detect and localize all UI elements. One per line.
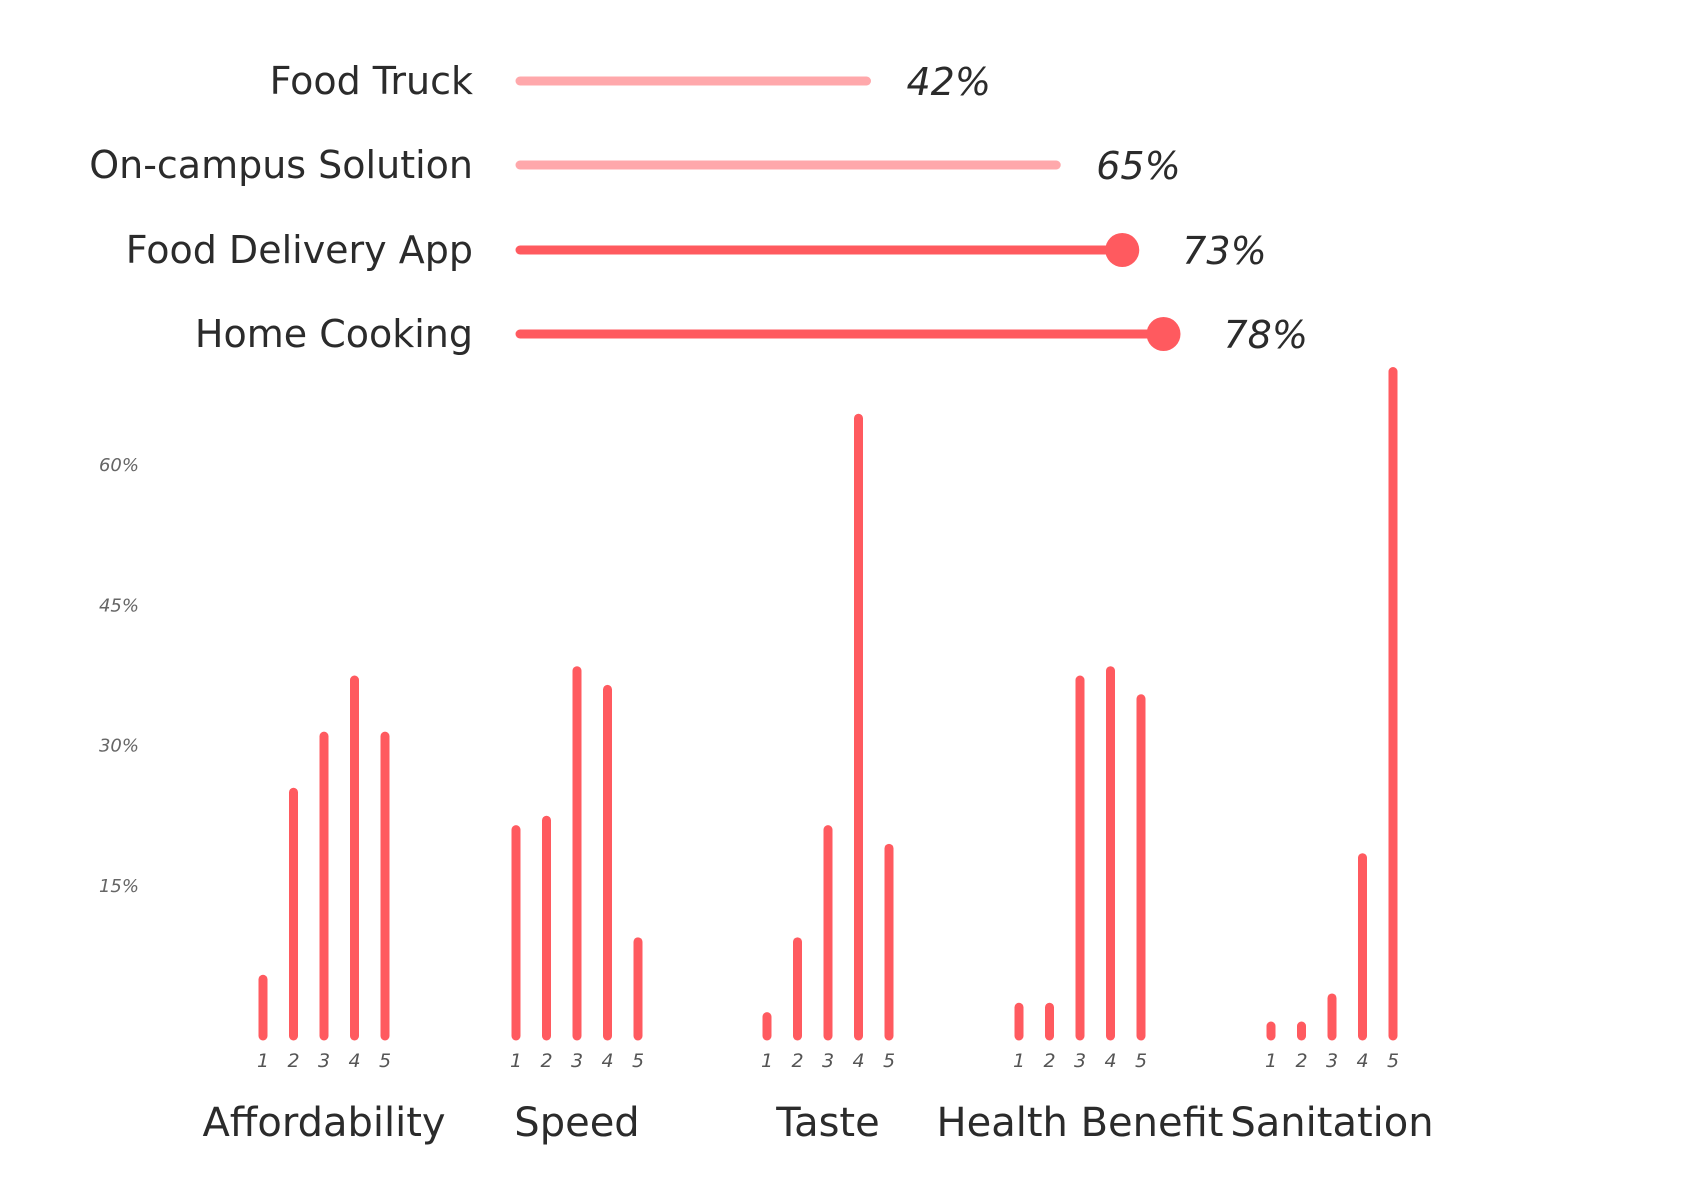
slider-knob	[1105, 233, 1140, 267]
y-tick-label: 15%	[99, 876, 139, 897]
rating-tick-label: 4	[348, 1050, 360, 1072]
rating-tick-label: 2	[287, 1050, 299, 1072]
rating-tick-label: 4	[1356, 1050, 1368, 1072]
rating-tick-label: 5	[1387, 1050, 1399, 1072]
slider-label: Home Cooking	[195, 312, 473, 356]
slider-value-label: 73%	[1182, 229, 1266, 273]
slider-value-label: 78%	[1224, 313, 1308, 357]
category-label: Sanitation	[1230, 1100, 1433, 1146]
rating-tick-label: 1	[761, 1050, 773, 1072]
rating-tick-label: 3	[822, 1050, 834, 1072]
rating-tick-label: 2	[1043, 1050, 1055, 1072]
rating-tick-label: 3	[1074, 1050, 1086, 1072]
category-label: Speed	[514, 1100, 639, 1146]
rating-tick-label: 3	[571, 1050, 583, 1072]
rating-tick-label: 4	[1104, 1050, 1116, 1072]
rating-tick-label: 2	[791, 1050, 803, 1072]
y-tick-label: 30%	[99, 736, 139, 757]
rating-tick-label: 4	[852, 1050, 864, 1072]
rating-tick-label: 3	[318, 1050, 330, 1072]
rating-tick-label: 3	[1326, 1050, 1338, 1072]
slider-label: Food Truck	[270, 59, 473, 103]
slider-value-label: 65%	[1096, 144, 1180, 188]
category-label: Affordability	[202, 1100, 445, 1146]
rating-tick-label: 2	[1295, 1050, 1307, 1072]
slider-knob	[1146, 317, 1181, 351]
rating-tick-label: 5	[632, 1050, 644, 1072]
rating-tick-label: 2	[540, 1050, 552, 1072]
category-label: Health Benefit	[937, 1100, 1224, 1146]
rating-tick-label: 4	[601, 1050, 613, 1072]
slider-label: Food Delivery App	[126, 228, 473, 272]
rating-tick-label: 1	[510, 1050, 522, 1072]
category-label: Taste	[775, 1100, 879, 1146]
y-tick-label: 60%	[99, 455, 139, 476]
slider-label: On-campus Solution	[89, 143, 473, 187]
rating-tick-label: 1	[1013, 1050, 1025, 1072]
rating-tick-label: 5	[379, 1050, 391, 1072]
slider-value-label: 42%	[907, 60, 991, 104]
y-tick-label: 45%	[99, 595, 139, 616]
rating-tick-label: 1	[1265, 1050, 1277, 1072]
rating-tick-label: 5	[1135, 1050, 1147, 1072]
rating-tick-label: 1	[257, 1050, 269, 1072]
rating-tick-label: 5	[883, 1050, 895, 1072]
